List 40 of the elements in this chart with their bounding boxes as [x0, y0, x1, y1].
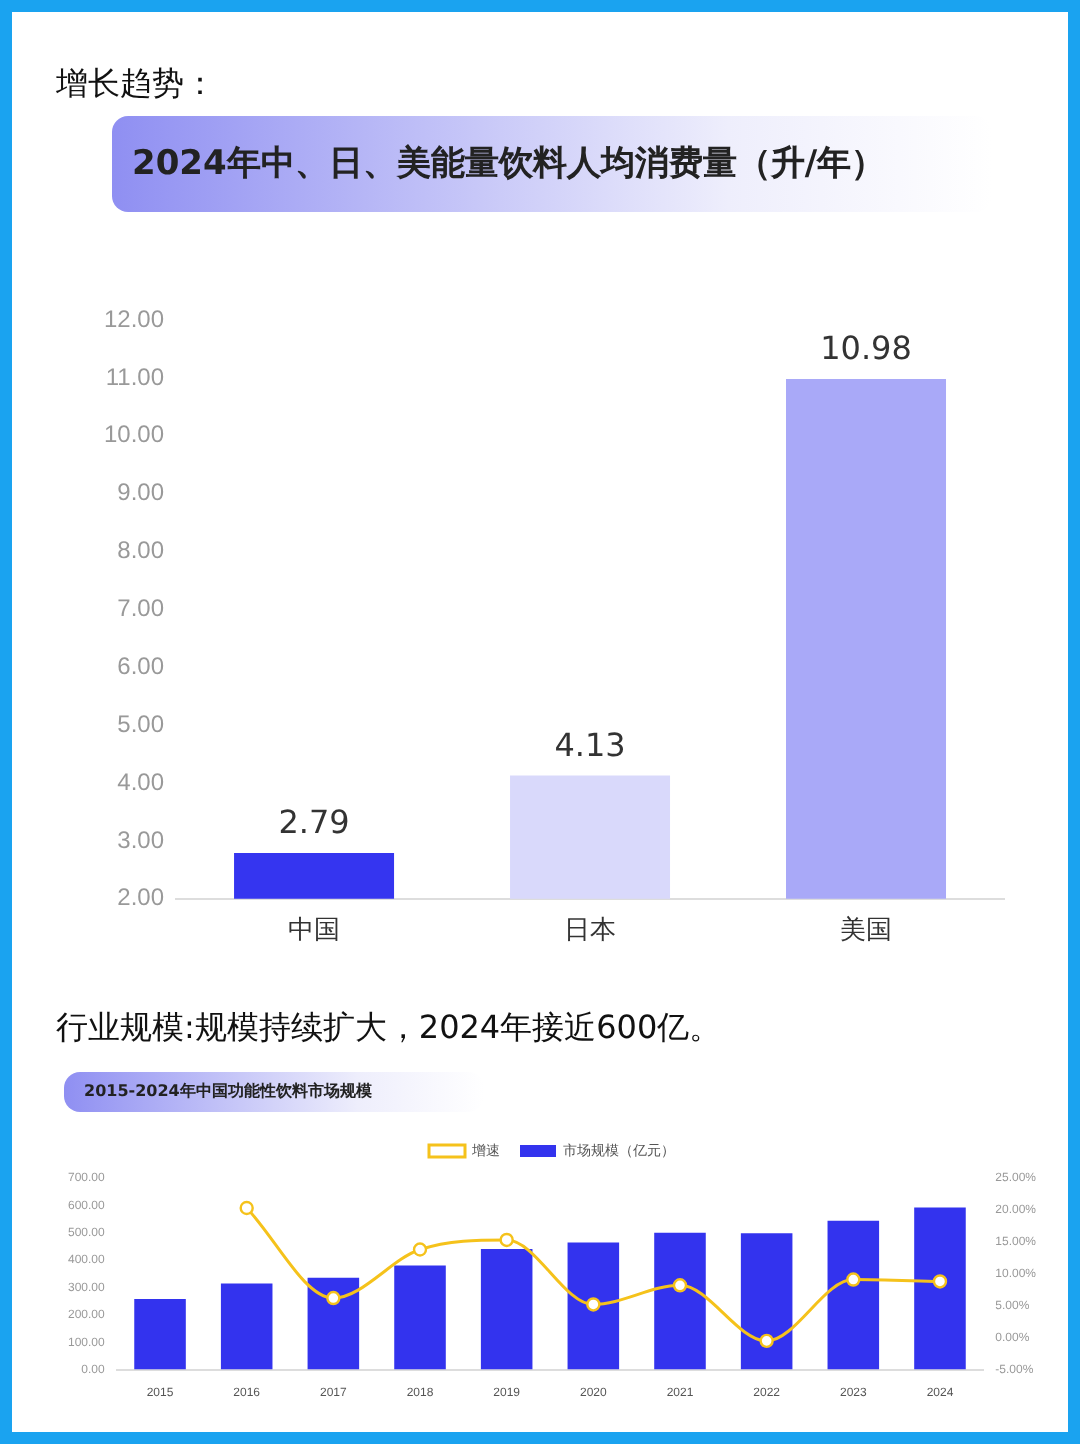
y-tick-label: 5.00 [117, 709, 165, 738]
x-tick-label: 中国 [288, 913, 341, 944]
point [412, 1242, 428, 1257]
point [586, 1297, 601, 1312]
y-tick-label: 9.00 [117, 478, 165, 507]
y-tick-label: 3.00 [117, 825, 165, 854]
bar [307, 1277, 360, 1370]
point [932, 1274, 948, 1289]
chart-title: 2015-2024年中国功能性饮料市场规模 [64, 1072, 484, 1112]
bar [654, 1232, 706, 1370]
y-tick-label: 12.00 [104, 304, 165, 333]
y-tick-label: 10.00 [104, 420, 165, 449]
bar [220, 1283, 273, 1370]
y-tick-label: 6.00 [117, 651, 165, 680]
y-tick-label: 11.00 [105, 362, 165, 391]
data-label: 2.79 [278, 803, 350, 842]
text: 行业规模:规模持续扩大，2024年接近600亿。 [56, 1008, 722, 1050]
bar [567, 1242, 620, 1370]
point [499, 1232, 514, 1248]
point [672, 1278, 688, 1293]
y-tick-label: 4.00 [117, 767, 165, 796]
point [239, 1200, 254, 1216]
y-tick-label: 7.00 [117, 594, 165, 623]
data-label: 4.13 [554, 725, 626, 764]
bar [480, 1248, 533, 1370]
x-tick-label: 美国 [840, 913, 893, 944]
bar [827, 1220, 880, 1370]
bar [394, 1265, 446, 1370]
x-tick-label: 日本 [564, 913, 617, 944]
chart-title: 2024年中、日、美能量饮料人均消费量（升/年） [112, 116, 992, 212]
bar [740, 1233, 793, 1370]
point [846, 1272, 861, 1287]
point [326, 1290, 341, 1306]
bar [914, 1207, 966, 1370]
point [759, 1333, 774, 1349]
text: 增长趋势： [56, 64, 216, 106]
bar [134, 1298, 186, 1370]
y-tick-label: 8.00 [117, 536, 165, 565]
data-label: 10.98 [820, 329, 912, 368]
y-tick-label: 2.00 [117, 883, 165, 912]
